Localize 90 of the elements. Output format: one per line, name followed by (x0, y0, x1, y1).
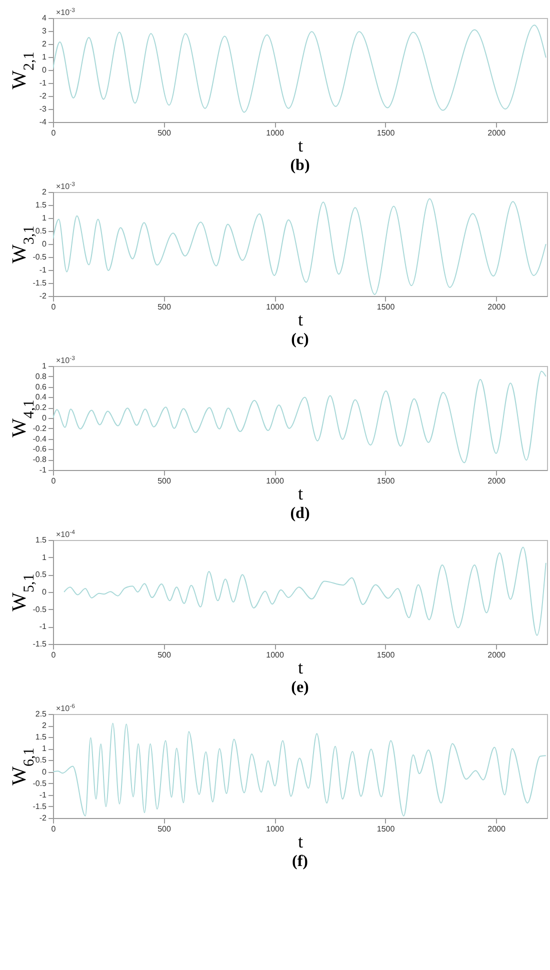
y-tick-label: -2 (39, 292, 48, 300)
line-series (53, 24, 546, 113)
x-tick-label: 2000 (488, 476, 506, 486)
y-tick-label: -1 (39, 78, 48, 88)
x-tick-label: 0 (51, 476, 56, 486)
x-tick-label: 500 (158, 650, 172, 660)
x-tick-label: 1500 (376, 128, 396, 138)
y-tick-label: -0.2 (32, 424, 48, 433)
y-tick-label: 2.5 (35, 710, 48, 718)
y-tick-label: 0.5 (35, 226, 48, 236)
y-tick-label: -1 (39, 622, 48, 632)
x-tick-label: 500 (158, 476, 172, 486)
y-tick-label: -2 (39, 92, 48, 100)
y-tick-label: 1.5 (35, 536, 48, 544)
y-tick-label: -1.5 (32, 640, 48, 648)
y-tick-label: 0.6 (35, 382, 48, 392)
line-series (53, 370, 546, 464)
y-tick-label: 0 (42, 66, 48, 74)
x-tick-label: 1000 (266, 476, 284, 486)
x-tick-label: 500 (158, 128, 172, 138)
x-tick-label: 500 (158, 302, 172, 312)
text: ×10$^{-3}$ (56, 181, 76, 191)
x-tick-label: 1500 (376, 650, 396, 660)
y-tick-label: 0 (42, 588, 48, 596)
y-tick-label: 2 (42, 721, 48, 730)
x-tick-label: 1000 (266, 302, 284, 312)
y-tick-label: 1 (42, 744, 48, 754)
x-tick-label: 2000 (488, 302, 506, 312)
x-tick-label: 2000 (488, 824, 506, 834)
y-tick-label: -0.4 (32, 434, 48, 444)
line-series (64, 546, 546, 636)
x-tick-label: 1500 (376, 824, 396, 834)
text: ×10$^{-6}$ (56, 703, 76, 713)
x-axis-title: t (298, 832, 304, 852)
x-tick-label: 2000 (488, 128, 506, 138)
y-tick-label: 0.4 (35, 392, 48, 402)
text: (d) (290, 505, 310, 522)
y-tick-label: -2 (39, 814, 48, 822)
x-axis-title: t (298, 484, 304, 504)
y-tick-label: -0.6 (32, 444, 48, 454)
text: (e) (291, 679, 309, 696)
x-tick-label: 500 (158, 824, 172, 834)
y-tick-label: 4 (42, 14, 48, 22)
x-tick-label: 1000 (266, 824, 284, 834)
line-series (53, 722, 546, 816)
y-tick-label: -3 (39, 104, 48, 114)
x-tick-label: 1500 (376, 476, 396, 486)
y-tick-label: -1.5 (32, 802, 48, 811)
y-tick-label: 0 (42, 767, 48, 776)
y-tick-label: -1 (39, 266, 48, 274)
y-tick-label: -4 (39, 118, 48, 126)
x-tick-label: 0 (51, 128, 56, 138)
y-tick-label: -0.5 (32, 252, 48, 262)
x-tick-label: 0 (51, 824, 56, 834)
x-tick-label: 0 (51, 302, 56, 312)
y-tick-label: 2 (42, 40, 48, 48)
text: (b) (290, 157, 310, 174)
y-tick-label: 1 (42, 552, 48, 562)
x-tick-label: 1500 (376, 302, 396, 312)
y-tick-label: 0.5 (35, 570, 48, 580)
y-tick-label: 0.2 (35, 403, 48, 412)
text: ×10$^{-3}$ (56, 355, 76, 365)
x-axis-title: t (298, 658, 304, 678)
y-tick-label: 1 (42, 52, 48, 62)
y-tick-label: 0 (42, 414, 48, 422)
text: ×10$^{-4}$ (56, 529, 76, 539)
x-tick-label: 0 (51, 650, 56, 660)
x-tick-label: 2000 (488, 650, 506, 660)
y-tick-label: 1.5 (35, 732, 48, 742)
y-tick-label: -1.5 (32, 278, 48, 288)
y-tick-label: 3 (42, 26, 48, 36)
y-tick-label: 1.5 (35, 200, 48, 210)
text: ×10$^{-3}$ (56, 7, 76, 17)
y-tick-label: 0.8 (35, 372, 48, 381)
y-tick-label: 2 (42, 188, 48, 196)
y-tick-label: -1 (39, 790, 48, 800)
y-tick-label: 1 (42, 214, 48, 222)
y-tick-label: -0.5 (32, 778, 48, 788)
text: (f) (292, 853, 308, 870)
y-tick-label: -1 (39, 466, 48, 474)
y-tick-label: -0.5 (32, 604, 48, 614)
x-tick-label: 1000 (266, 128, 284, 138)
text: (c) (291, 331, 309, 348)
x-axis-title: t (298, 310, 304, 330)
y-tick-label: 0.5 (35, 756, 48, 765)
x-axis-title: t (298, 136, 304, 156)
x-tick-label: 1000 (266, 650, 284, 660)
y-tick-label: 0 (42, 240, 48, 248)
y-tick-label: -0.8 (32, 455, 48, 464)
y-tick-label: 1 (42, 362, 48, 370)
